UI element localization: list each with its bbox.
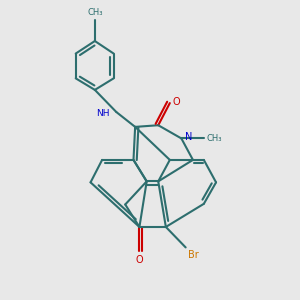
Text: O: O <box>172 97 180 106</box>
Text: CH₃: CH₃ <box>87 8 103 16</box>
Text: O: O <box>136 255 143 265</box>
Text: N: N <box>185 132 192 142</box>
Text: Br: Br <box>188 250 199 260</box>
Text: NH: NH <box>96 109 110 118</box>
Text: CH₃: CH₃ <box>206 134 222 143</box>
